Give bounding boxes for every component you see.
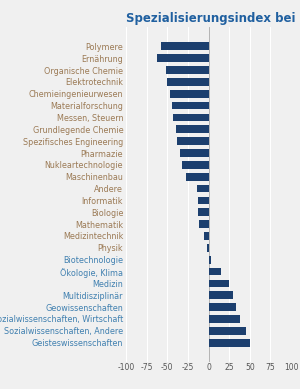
Bar xyxy=(198,209,208,216)
Bar xyxy=(181,149,208,157)
Bar xyxy=(208,303,236,311)
Bar xyxy=(176,125,208,133)
Bar xyxy=(208,315,240,323)
Bar xyxy=(173,114,208,121)
Bar xyxy=(204,232,208,240)
Bar xyxy=(208,291,233,299)
Bar xyxy=(208,268,221,275)
Bar xyxy=(208,256,211,264)
Bar xyxy=(172,102,208,109)
Bar xyxy=(161,42,208,50)
Bar xyxy=(166,66,208,74)
Bar xyxy=(197,185,208,193)
Bar xyxy=(170,90,208,98)
Bar xyxy=(186,173,208,180)
Bar xyxy=(208,327,247,335)
Bar xyxy=(208,280,229,287)
Bar xyxy=(207,244,208,252)
Bar xyxy=(157,54,208,62)
Text: Spezialisierungsindex bei Publikationen: Spezialisierungsindex bei Publikationen xyxy=(126,12,300,25)
Bar xyxy=(177,137,208,145)
Bar xyxy=(198,196,208,204)
Bar xyxy=(167,78,208,86)
Bar xyxy=(208,339,250,347)
Bar xyxy=(200,220,208,228)
Bar xyxy=(182,161,208,169)
